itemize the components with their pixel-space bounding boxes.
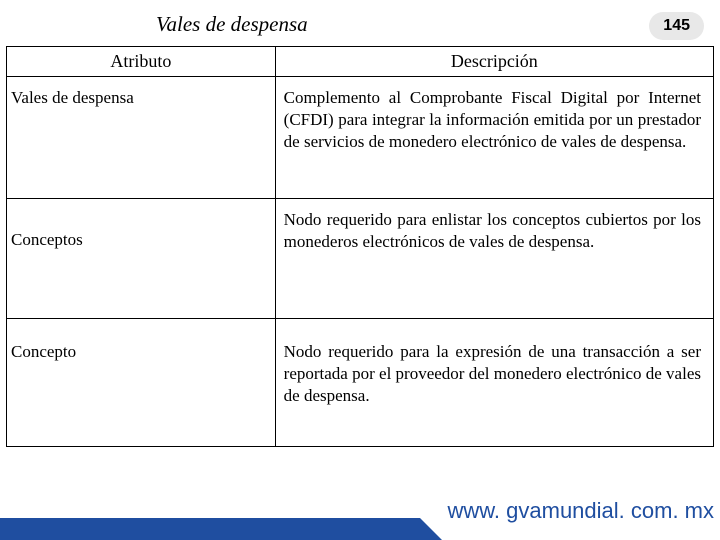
cell-desc: Complemento al Comprobante Fiscal Digita…	[275, 77, 713, 199]
cell-attr: Concepto	[7, 319, 276, 447]
table-row: Concepto Nodo requerido para la expresió…	[7, 319, 714, 447]
table-row: Conceptos Nodo requerido para enlistar l…	[7, 199, 714, 319]
col-header-atributo: Atributo	[7, 47, 276, 77]
page-title: Vales de despensa	[156, 12, 649, 37]
footer: www. gvamundial. com. mx	[0, 494, 720, 540]
col-header-descripcion: Descripción	[275, 47, 713, 77]
attributes-table: Atributo Descripción Vales de despensa C…	[6, 46, 714, 447]
table-row: Vales de despensa Complemento al Comprob…	[7, 77, 714, 199]
cell-attr: Conceptos	[7, 199, 276, 319]
cell-attr: Vales de despensa	[7, 77, 276, 199]
footer-band	[0, 518, 420, 540]
table-header-row: Atributo Descripción	[7, 47, 714, 77]
cell-desc: Nodo requerido para enlistar los concept…	[275, 199, 713, 319]
cell-desc: Nodo requerido para la expresión de una …	[275, 319, 713, 447]
page-number-badge: 145	[649, 12, 704, 40]
footer-url: www. gvamundial. com. mx	[447, 498, 714, 524]
